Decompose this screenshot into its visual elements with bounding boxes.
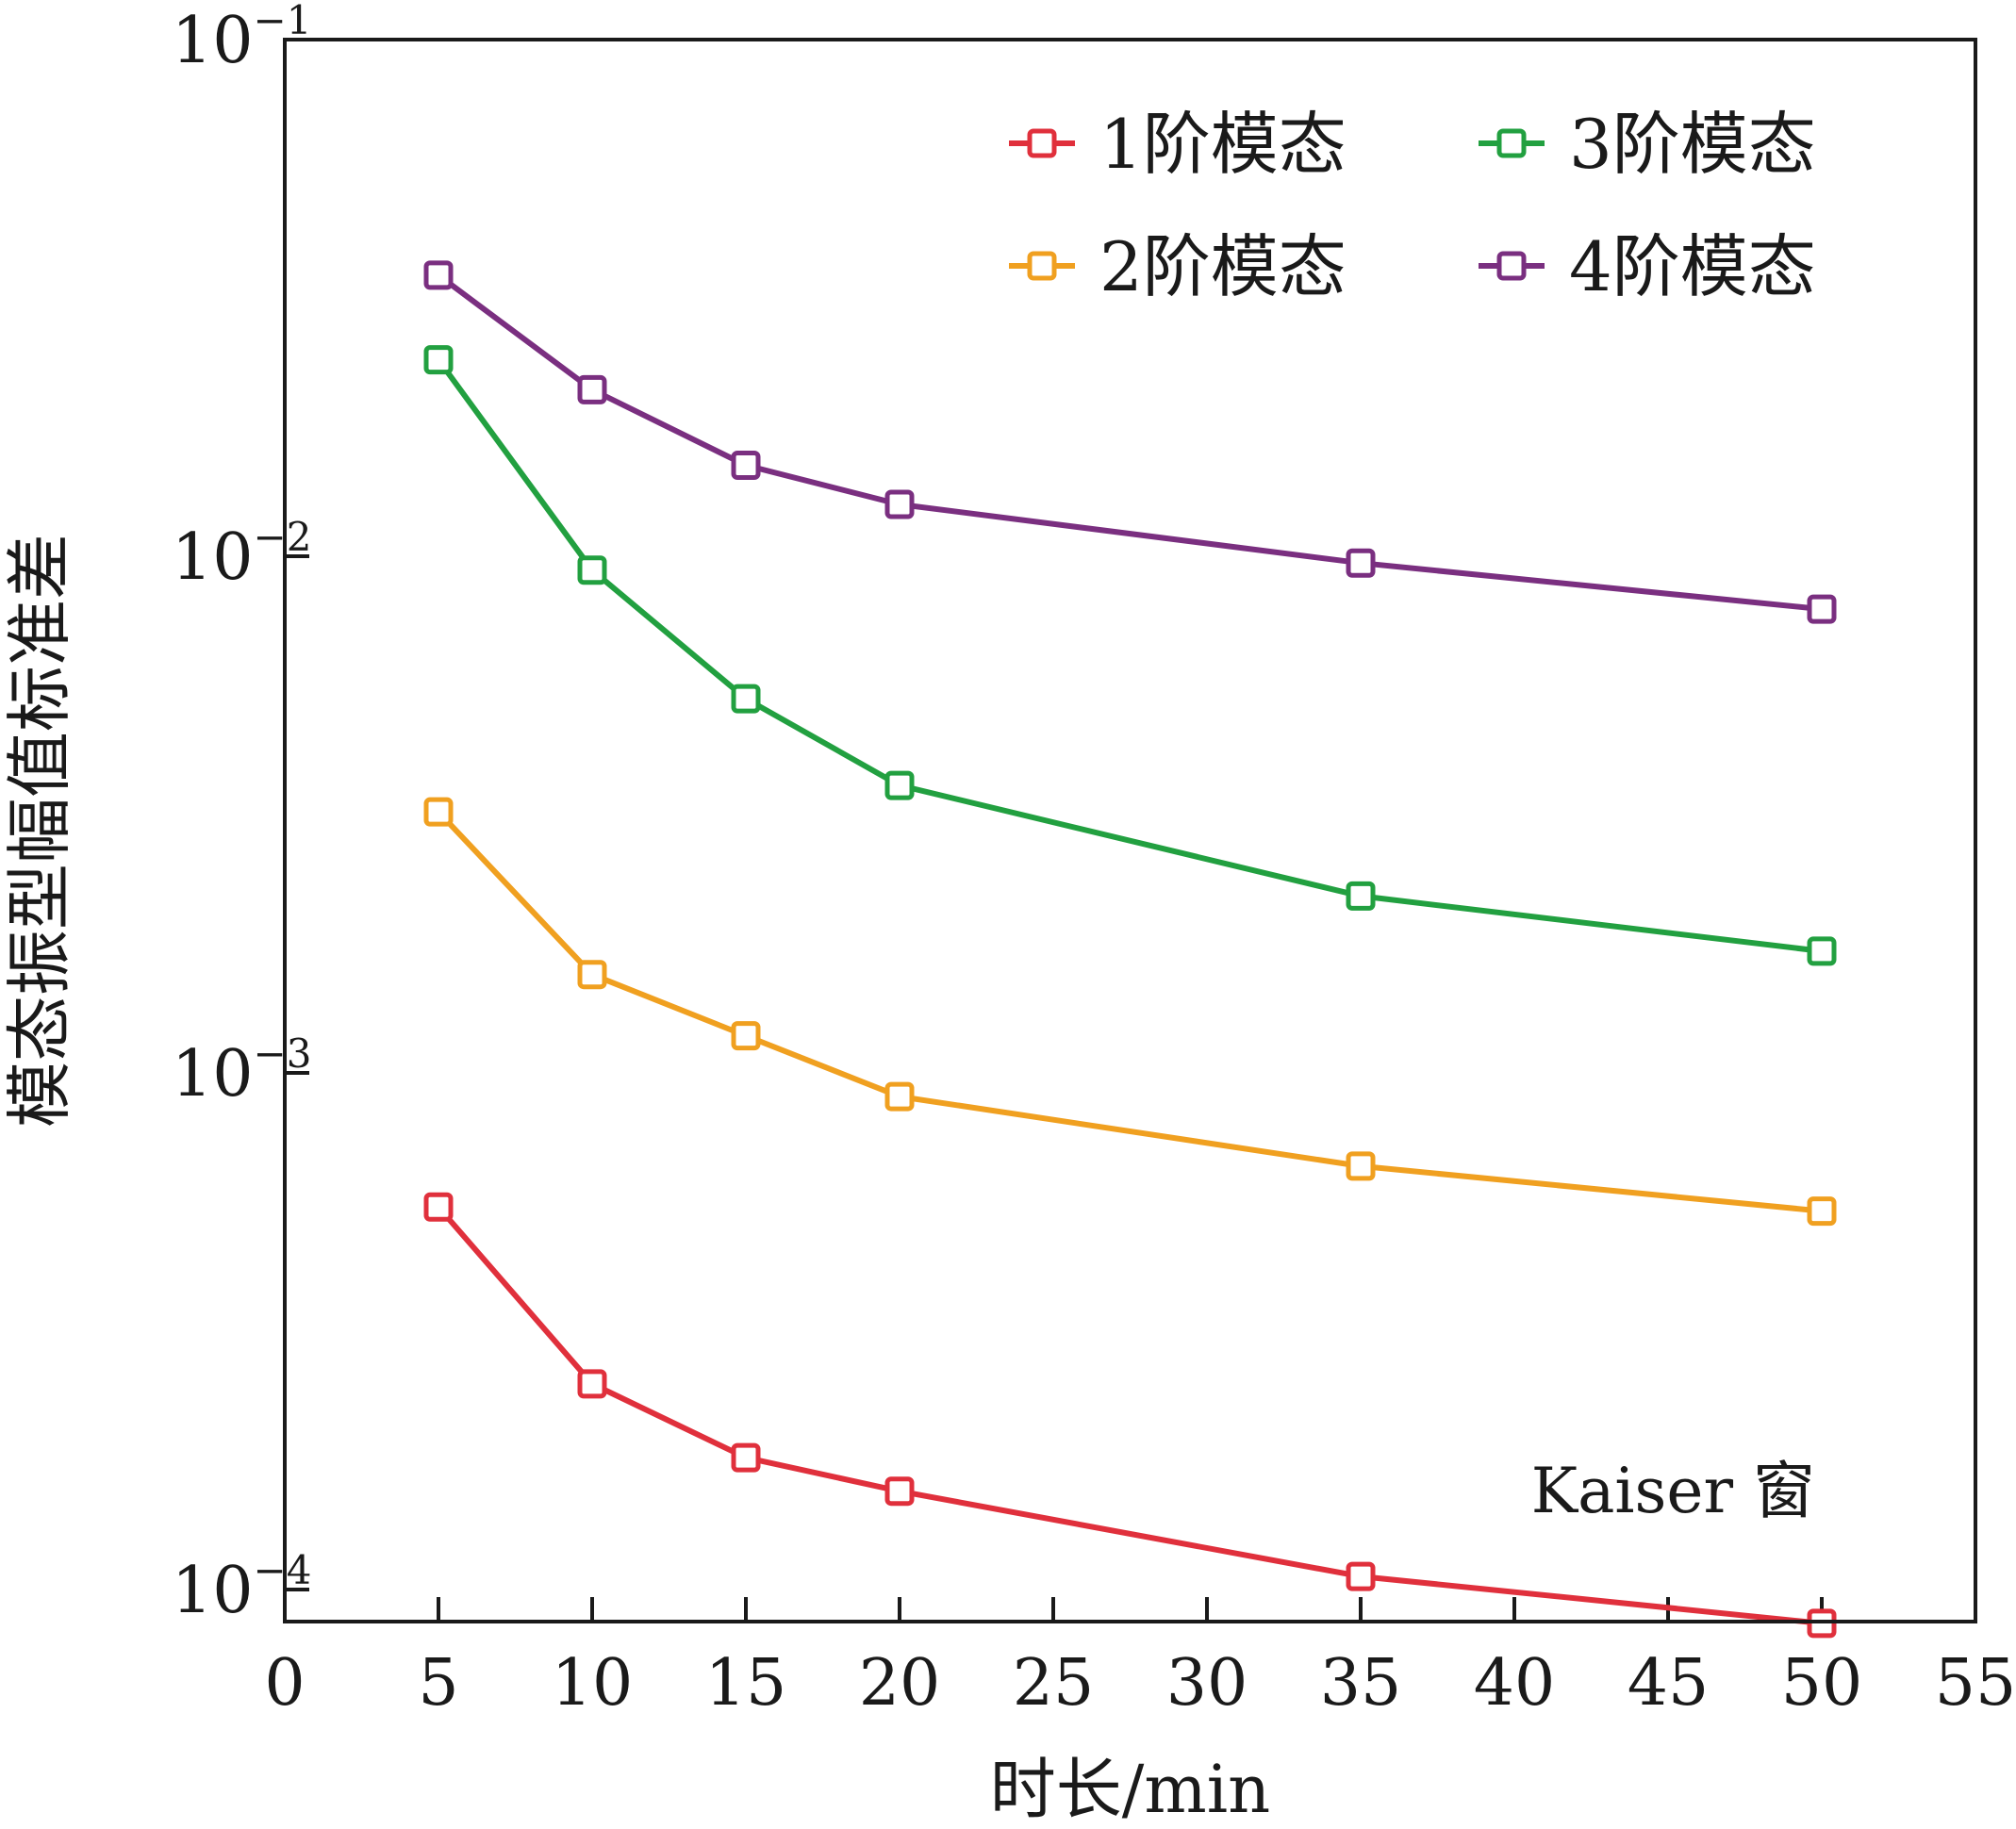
data-point xyxy=(731,684,761,714)
x-axis-ticks: 0 5 10 15 20 25 30 35 40 45 50 55 xyxy=(264,1597,2016,1721)
legend-label: 1阶模态 xyxy=(1099,105,1347,184)
series-3 xyxy=(423,345,1837,966)
data-point xyxy=(1807,936,1837,966)
data-point xyxy=(423,797,454,827)
legend-label: 4阶模态 xyxy=(1569,227,1816,306)
series-2 xyxy=(423,797,1837,1227)
x-tick-label: 55 xyxy=(1935,1646,2016,1721)
data-point xyxy=(577,555,607,585)
y-axis-ticks: 10−1 10−2 10−3 10−4 xyxy=(172,0,311,1628)
data-point xyxy=(884,770,915,800)
data-point xyxy=(731,451,761,481)
plot-frame xyxy=(283,38,1977,1623)
x-tick-label: 30 xyxy=(1166,1646,1248,1721)
legend-label: 3阶模态 xyxy=(1569,105,1816,184)
data-point xyxy=(884,1476,915,1507)
y-tick-label: 10−1 xyxy=(172,0,311,78)
series-line xyxy=(437,272,1823,613)
x-tick-label: 35 xyxy=(1320,1646,1402,1721)
y-tick-label: 10−3 xyxy=(172,1030,311,1112)
legend-item: 2阶模态 xyxy=(1009,227,1347,306)
data-point xyxy=(577,1369,607,1399)
x-tick-label: 5 xyxy=(418,1646,458,1721)
legend-item: 4阶模态 xyxy=(1479,227,1816,306)
data-point xyxy=(731,1442,761,1473)
x-tick-label: 40 xyxy=(1474,1646,1556,1721)
data-point xyxy=(423,345,454,375)
x-tick-label: 50 xyxy=(1781,1646,1863,1721)
series-line xyxy=(436,357,1823,954)
x-axis-title: 时长/min xyxy=(990,1751,1270,1828)
legend-marker xyxy=(1027,128,1057,158)
x-tick-label: 45 xyxy=(1628,1646,1710,1721)
legend-marker xyxy=(1027,251,1057,281)
data-point xyxy=(423,260,454,290)
series-layer xyxy=(423,260,1837,1639)
data-point xyxy=(1346,881,1376,911)
data-point xyxy=(1807,594,1837,624)
y-tick-label: 10−4 xyxy=(172,1547,311,1628)
series-line xyxy=(436,810,1823,1214)
x-tick-label: 10 xyxy=(552,1646,634,1721)
series-4 xyxy=(423,260,1837,624)
legend-marker xyxy=(1496,128,1527,158)
data-point xyxy=(731,1021,761,1051)
y-axis-title: 模态振型幅值标准差 xyxy=(1,534,78,1128)
data-point xyxy=(577,960,607,990)
legend-marker xyxy=(1496,251,1527,281)
x-tick-label: 20 xyxy=(859,1646,941,1721)
data-point xyxy=(1346,1151,1376,1181)
x-tick-label: 15 xyxy=(705,1646,787,1721)
legend-item: 3阶模态 xyxy=(1479,105,1816,184)
data-point xyxy=(884,1081,915,1112)
data-point xyxy=(577,374,607,404)
data-point xyxy=(884,489,915,519)
y-tick-label: 10−2 xyxy=(172,514,311,595)
legend: 1阶模态 2阶模态 3阶模态 4阶模态 xyxy=(1009,105,1816,306)
legend-item: 1阶模态 xyxy=(1009,105,1347,184)
series-1 xyxy=(423,1192,1837,1639)
x-tick-label: 25 xyxy=(1013,1646,1095,1721)
annotation-label: Kaiser 窗 xyxy=(1531,1455,1815,1527)
data-point xyxy=(423,1192,454,1222)
data-point xyxy=(1346,548,1376,578)
data-point xyxy=(1346,1561,1376,1591)
series-line xyxy=(436,1205,1823,1626)
data-point xyxy=(1807,1196,1837,1227)
legend-label: 2阶模态 xyxy=(1099,227,1347,306)
x-tick-label: 0 xyxy=(264,1646,305,1721)
